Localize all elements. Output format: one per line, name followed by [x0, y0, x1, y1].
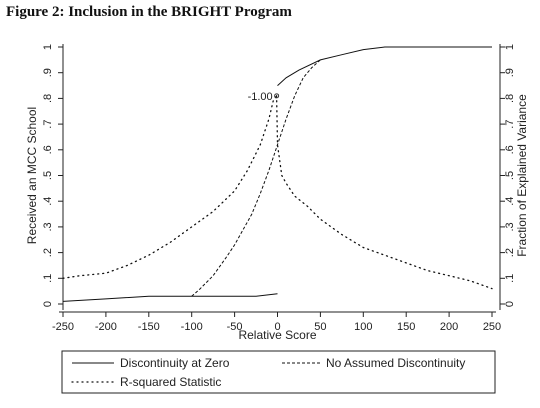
x-tick-label: -200: [95, 321, 117, 333]
y-tick-label: 0: [42, 301, 54, 307]
y-tick-label: .6: [42, 145, 54, 154]
series-line: [277, 46, 492, 86]
annotation-marker: [274, 93, 280, 99]
y-right-tick-label: .2: [504, 248, 516, 257]
y-right-tick-label: .3: [504, 222, 516, 231]
legend-label: No Assumed Discontinuity: [326, 356, 465, 370]
y-right-tick-label: 0: [504, 301, 516, 307]
x-tick-label: -50: [227, 321, 243, 333]
x-tick-label: 0: [274, 321, 280, 333]
x-tick-label: 100: [354, 321, 372, 333]
y-right-tick-label: .4: [504, 197, 516, 206]
x-tick-label: 250: [483, 321, 501, 333]
legend-label: R-squared Statistic: [120, 375, 221, 389]
y-tick-label: .7: [42, 120, 54, 129]
x-axis-label: Relative Score: [238, 328, 316, 342]
series-line: [191, 59, 321, 297]
y-tick-label: .8: [42, 94, 54, 103]
series-line: [275, 95, 493, 290]
y-right-tick-label: .9: [504, 68, 516, 77]
series-no-assumed-discontinuity: [191, 59, 321, 297]
series-line: [62, 95, 278, 279]
x-tick-label: -150: [138, 321, 160, 333]
y-right-tick-labels: 0 .1 .2 .3 .4 .5 .6 .7 .8 .9 1: [504, 44, 516, 307]
y-right-tick-label: 1: [504, 44, 516, 50]
x-tick-label: -250: [52, 321, 74, 333]
y-right-tick-label: .5: [504, 171, 516, 180]
y-tick-label: .2: [42, 248, 54, 257]
x-tick-label: 150: [397, 321, 415, 333]
y-axis-label: Received an MCC School: [25, 107, 39, 244]
x-tick-labels: -250 -200 -150 -100 -50 0 50 100 150 200 250: [52, 321, 501, 333]
y-tick-label: 1: [42, 44, 54, 50]
y-tick-label: .4: [42, 197, 54, 206]
series-layer: [62, 46, 493, 302]
figure-title: Figure 2: Inclusion in the BRIGHT Progra…: [6, 4, 292, 20]
series-r-squared-statistic: [62, 95, 493, 290]
y-tick-label: .1: [42, 274, 54, 283]
legend-box: [61, 350, 496, 394]
legend-label: Discontinuity at Zero: [120, 356, 230, 370]
y-tick-label: .5: [42, 171, 54, 180]
y-right-tick-label: .8: [504, 94, 516, 103]
legend: Discontinuity at Zero No Assumed Disconti…: [61, 350, 496, 394]
y-right-tick-label: .7: [504, 120, 516, 129]
annotation-label: -1.00: [248, 91, 273, 103]
y-tick-label: .9: [42, 68, 54, 77]
x-tick-label: 200: [440, 321, 458, 333]
x-tick-label: -100: [181, 321, 203, 333]
series-line: [62, 293, 278, 302]
x-tick-label: 50: [314, 321, 326, 333]
axes: [58, 44, 505, 317]
y-tick-label: .3: [42, 222, 54, 231]
y-tick-labels: 0 .1 .2 .3 .4 .5 .6 .7 .8 .9 1: [42, 44, 54, 307]
y-right-tick-label: .6: [504, 145, 516, 154]
y-right-axis-label: Fraction of Explained Variance: [515, 94, 529, 257]
y-right-tick-label: .1: [504, 274, 516, 283]
series-discontinuity-at-zero: [62, 46, 492, 302]
